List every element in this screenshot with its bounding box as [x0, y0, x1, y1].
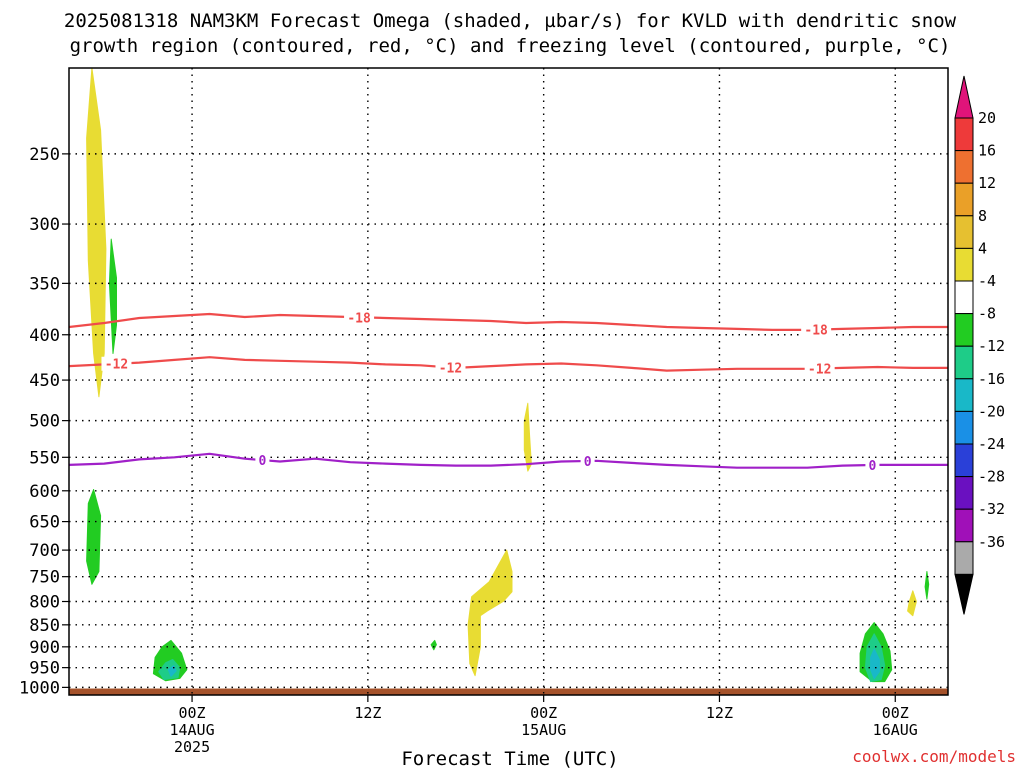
colorbar-label-11: -28: [978, 468, 1005, 486]
contour-label-bg-0-1: [801, 322, 832, 337]
contour-label-2-0: 0: [258, 454, 266, 469]
colorbar-label-1: 16: [978, 142, 996, 160]
omega-colorbar: 20 16 12 8 4 -4 -8 -12 -16 -20 -24 -28 -32 -36: [954, 75, 1005, 615]
omega-shaded-regions: [69, 68, 948, 695]
colorbar-label-2: 12: [978, 174, 996, 192]
y-tick-label-450: 450: [29, 371, 60, 391]
y-tick-label-300: 300: [29, 215, 60, 235]
y-tick-label-550: 550: [29, 448, 60, 468]
contour-label-bg-2-0: [255, 453, 270, 468]
y-tick-label-650: 650: [29, 513, 60, 533]
contour-label-bg-0-0: [344, 310, 375, 325]
contour-label-bg-1-1: [435, 360, 466, 375]
contour-label-bg-2-1: [580, 453, 595, 468]
contour-label-bg-1-0: [101, 356, 132, 371]
colorbar-label-9: -20: [978, 402, 1005, 420]
y-tick-label-800: 800: [29, 593, 60, 613]
temperature-contours: -18 -18 -12 -12 -12 0 0 0: [69, 310, 948, 474]
terrain-fill: [69, 688, 948, 695]
y-tick-label-700: 700: [29, 541, 60, 561]
contour-label-bg-2-2: [865, 458, 880, 473]
colorbar-segment-3: [954, 215, 974, 249]
x-tick-label-10: 12Z: [354, 704, 381, 722]
colorbar-bottom-arrow: [954, 573, 974, 615]
colorbar-label-0: 20: [978, 109, 996, 127]
omega-region-0: [86, 68, 107, 398]
colorbar-label-13: -36: [978, 533, 1005, 551]
colorbar-label-6: -8: [978, 305, 996, 323]
contour-line-2: [69, 452, 948, 469]
omega-region-2: [86, 489, 102, 585]
x-tick-year-0: 2025: [174, 738, 210, 756]
contour-label-2-2: 0: [868, 459, 876, 474]
contour-label-bg-1-2: [804, 361, 835, 376]
y-tick-label-250: 250: [29, 145, 60, 165]
contour-label-0-1: -18: [804, 324, 828, 339]
omega-region-8: [430, 639, 437, 651]
colorbar-label-10: -24: [978, 435, 1005, 453]
x-tick-label-20: 00Z: [530, 704, 557, 722]
x-tick-date-40: 16AUG: [873, 721, 918, 739]
omega-region-10: [907, 590, 917, 617]
y-tick-label-950: 950: [29, 659, 60, 679]
y-axis-ticks: 2503003504004505005506006507007508008509…: [19, 145, 69, 698]
x-tick-label-0: 00Z: [179, 704, 206, 722]
colorbar-label-12: -32: [978, 500, 1005, 518]
contour-label-1-2: -12: [808, 362, 831, 377]
y-tick-label-750: 750: [29, 568, 60, 588]
y-tick-label-400: 400: [29, 326, 60, 346]
grid-lines: [69, 68, 948, 695]
colorbar-segment-13: [954, 541, 974, 575]
chart-title-line-2: growth region (contoured, red, °C) and f…: [70, 35, 951, 57]
colorbar-segment-12: [954, 508, 974, 543]
x-axis-label: Forecast Time (UTC): [401, 748, 618, 768]
plot-frame: [68, 67, 949, 696]
x-tick-date-20: 15AUG: [521, 721, 566, 739]
colorbar-segment-5: [954, 280, 974, 315]
contour-label-1-0: -12: [105, 358, 128, 373]
contour-line-1: [69, 356, 948, 372]
colorbar-segment-2: [954, 182, 974, 217]
colorbar-label-7: -12: [978, 337, 1005, 355]
omega-region-13: [870, 648, 880, 680]
omega-region-6: [523, 402, 532, 472]
colorbar-segment-0: [954, 117, 974, 152]
credit-text: coolwx.com/models: [852, 747, 1016, 766]
y-tick-label-850: 850: [29, 616, 60, 636]
y-tick-label-350: 350: [29, 274, 60, 294]
colorbar-label-4: 4: [978, 239, 987, 257]
colorbar-segment-9: [954, 410, 974, 445]
colorbar-segment-6: [954, 313, 974, 347]
omega-region-1: [108, 238, 117, 354]
colorbar-label-3: 8: [978, 207, 987, 225]
y-tick-label-600: 600: [29, 482, 60, 502]
omega-region-7: [467, 549, 513, 677]
y-tick-label-1000: 1000: [19, 678, 60, 698]
x-tick-label-30: 12Z: [706, 704, 733, 722]
omega-region-9: [924, 571, 930, 600]
colorbar-segment-1: [954, 150, 974, 184]
x-tick-date-0: 14AUG: [169, 721, 214, 739]
x-tick-label-40: 00Z: [882, 704, 909, 722]
y-tick-label-900: 900: [29, 638, 60, 658]
colorbar-label-5: -4: [978, 272, 996, 290]
contour-label-2-1: 0: [584, 455, 592, 470]
colorbar-segment-8: [954, 378, 974, 412]
colorbar-label-8: -16: [978, 370, 1005, 388]
contour-label-1-1: -12: [439, 362, 462, 377]
colorbar-segment-11: [954, 476, 974, 510]
contour-label-0-0: -18: [347, 311, 371, 326]
y-tick-label-500: 500: [29, 412, 60, 432]
colorbar-top-arrow: [954, 75, 974, 119]
colorbar-segment-7: [954, 345, 974, 380]
colorbar-segment-10: [954, 443, 974, 478]
colorbar-segment-4: [954, 247, 974, 282]
chart-title-line-1: 2025081318 NAM3KM Forecast Omega (shaded…: [64, 10, 957, 32]
